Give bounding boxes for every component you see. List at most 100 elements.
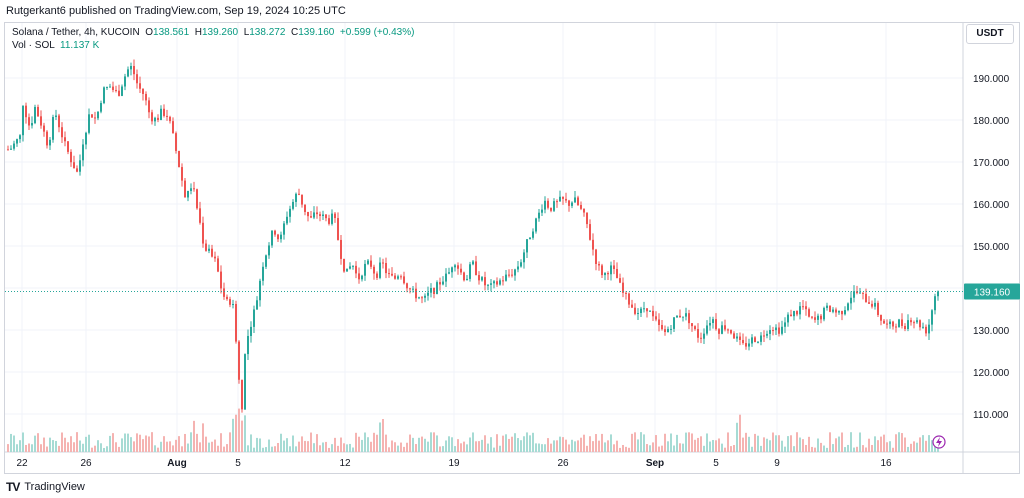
volume-bar xyxy=(727,432,729,452)
volume-bar xyxy=(154,445,156,452)
candle-body xyxy=(157,117,159,120)
candle-body xyxy=(376,273,378,278)
candle-body xyxy=(922,326,924,328)
candle-body xyxy=(874,302,876,307)
candle-body xyxy=(427,292,429,296)
candle-body xyxy=(706,325,708,334)
volume-bar xyxy=(241,420,243,452)
volume-bar xyxy=(847,444,849,452)
volume-bar xyxy=(232,418,234,452)
candle-body xyxy=(859,292,861,294)
candle-body xyxy=(832,309,834,312)
candle-body xyxy=(415,288,417,299)
volume-bar xyxy=(568,444,570,452)
candle-body xyxy=(892,321,894,327)
volume-bar xyxy=(697,437,699,452)
volume-bar xyxy=(790,435,792,452)
volume-bar xyxy=(475,441,477,452)
volume-bar xyxy=(331,444,333,452)
volume-bar xyxy=(52,440,54,452)
candle-body xyxy=(346,268,348,272)
candle-body xyxy=(469,264,471,279)
candle-body xyxy=(22,105,24,136)
volume-bar xyxy=(721,443,723,452)
candle-body xyxy=(517,266,519,270)
candle-body xyxy=(280,234,282,240)
candle-body xyxy=(307,211,309,217)
candle-body xyxy=(802,306,804,308)
tradingview-logo-icon: TV xyxy=(6,480,20,494)
volume-bar xyxy=(64,437,66,452)
volume-bar xyxy=(511,436,513,452)
volume-bar xyxy=(310,432,312,452)
volume-bar xyxy=(706,433,708,452)
volume-bar xyxy=(166,441,168,452)
volume-bar xyxy=(94,445,96,452)
candle-body xyxy=(121,86,123,96)
volume-bar xyxy=(733,445,735,452)
volume-bar xyxy=(826,447,828,452)
volume-bar xyxy=(337,445,339,452)
volume-bar xyxy=(934,446,936,452)
volume-bar xyxy=(481,439,483,452)
footer-brand[interactable]: TV TradingView xyxy=(6,480,85,494)
candle-body xyxy=(745,343,747,347)
candle-body xyxy=(793,311,795,317)
volume-bar xyxy=(487,443,489,452)
candle-body xyxy=(688,313,690,324)
volume-bar xyxy=(583,434,585,452)
volume-bar xyxy=(661,445,663,452)
volume-bar xyxy=(832,444,834,452)
volume-bar xyxy=(250,434,252,452)
volume-bar xyxy=(76,432,78,452)
legend-h-label: H xyxy=(194,27,202,38)
volume-bar xyxy=(268,439,270,452)
volume-bar xyxy=(856,446,858,452)
volume-bar xyxy=(58,445,60,452)
volume-bar xyxy=(352,447,354,452)
volume-bar xyxy=(802,439,804,452)
volume-bar xyxy=(658,446,660,452)
candle-body xyxy=(748,343,750,347)
candle-body xyxy=(460,268,462,273)
volume-bar xyxy=(469,437,471,452)
candle-body xyxy=(163,108,165,116)
volume-bar xyxy=(205,436,207,452)
candle-body xyxy=(481,277,483,281)
candle-body xyxy=(838,311,840,313)
candle-body xyxy=(643,308,645,310)
volume-bar xyxy=(343,443,345,452)
candle-body xyxy=(187,190,189,198)
volume-bar xyxy=(628,447,630,452)
volume-bar xyxy=(397,445,399,452)
candle-body xyxy=(406,283,408,289)
candle-body xyxy=(361,275,363,280)
volume-bar xyxy=(532,432,534,452)
candle-body xyxy=(841,311,843,315)
candle-body xyxy=(733,333,735,339)
candle-body xyxy=(835,309,837,313)
volume-bar xyxy=(925,440,927,452)
candle-body xyxy=(547,200,549,208)
candle-body xyxy=(136,74,138,84)
candle-body xyxy=(397,276,399,279)
candle-body xyxy=(511,274,513,276)
volume-bar xyxy=(796,432,798,452)
candle-body xyxy=(91,114,93,118)
candle-body xyxy=(172,121,174,134)
volume-bar xyxy=(631,433,633,452)
candle-body xyxy=(694,326,696,330)
candle-body xyxy=(217,258,219,272)
candle-body xyxy=(13,143,15,149)
candle-body xyxy=(559,196,561,202)
currency-button[interactable]: USDT xyxy=(966,24,1014,44)
volume-bar xyxy=(13,435,15,452)
volume-bar xyxy=(616,440,618,452)
candle-body xyxy=(619,278,621,283)
volume-bar xyxy=(880,436,882,452)
candle-body xyxy=(46,131,48,146)
candle-body xyxy=(625,292,627,294)
volume-bar xyxy=(259,438,261,452)
candle-body xyxy=(439,282,441,285)
